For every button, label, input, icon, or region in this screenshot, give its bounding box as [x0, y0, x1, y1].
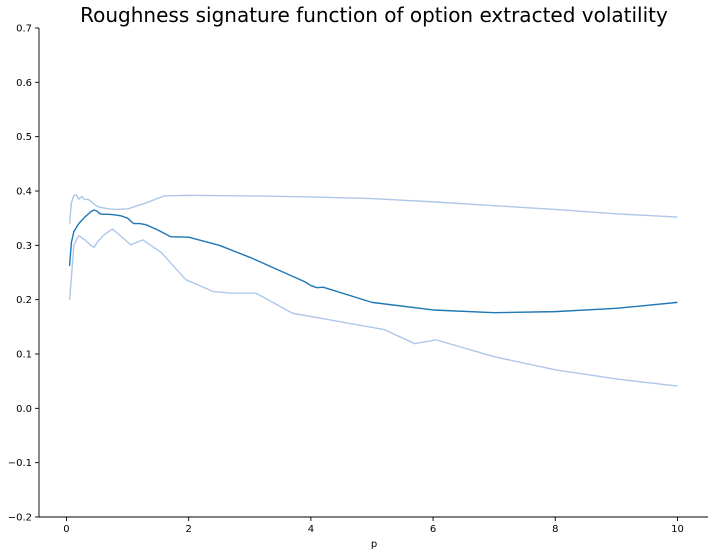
series-line-lower-band: [68, 228, 678, 387]
y-tick-label: −0.1: [8, 458, 32, 469]
y-axis: −0.2 −0.1 0.0 0.1 0.2 0.3 0.4 0.5 0.6 0.7: [8, 24, 40, 524]
plot-area: [68, 194, 678, 387]
x-tick-label: 10: [671, 524, 684, 535]
y-tick-label: 0.3: [16, 241, 32, 252]
x-axis-label: p: [371, 539, 377, 550]
x-tick-label: 6: [430, 524, 436, 535]
y-tick-label: 0.1: [16, 350, 32, 361]
y-tick-label: 0.7: [16, 24, 32, 35]
y-tick-label: 0.2: [16, 295, 32, 306]
x-tick-label: 4: [308, 524, 314, 535]
x-axis: 0 2 4 6 8 10: [39, 516, 708, 535]
y-tick-label: −0.2: [8, 513, 32, 524]
x-tick-label: 0: [63, 524, 69, 535]
x-tick-label: 8: [552, 524, 558, 535]
y-tick-label: 0.6: [16, 78, 32, 89]
chart-title: Roughness signature function of option e…: [80, 3, 668, 27]
series-line-mean: [68, 209, 678, 314]
y-tick-label: 0.4: [16, 187, 32, 198]
x-tick-label: 2: [185, 524, 191, 535]
series-line-upper-band: [68, 194, 678, 224]
y-tick-label: 0.5: [16, 132, 32, 143]
y-tick-label: 0.0: [16, 404, 32, 415]
